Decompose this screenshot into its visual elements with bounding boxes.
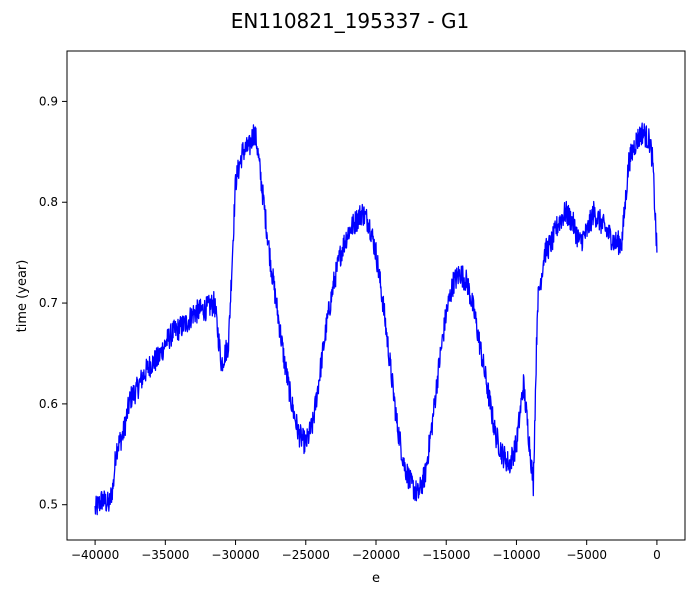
y-axis: 0.5 0.6 0.7 0.8 0.9 [39, 94, 67, 512]
plot-area [94, 122, 658, 516]
plot-frame [66, 50, 686, 541]
y-tick-label: 0.7 [39, 296, 58, 310]
x-tick-label: 0 [653, 548, 661, 562]
y-tick-label: 0.5 [39, 498, 58, 512]
x-axis-label: e [372, 571, 380, 586]
chart-title: EN110821_195337 - G1 [231, 9, 469, 33]
x-tick-label: −5000 [566, 548, 607, 562]
y-tick-label: 0.8 [39, 195, 58, 209]
x-axis: −40000 −35000 −30000 −25000 −20000 −15000 −100… [71, 540, 661, 562]
y-axis-label: time (year) [15, 260, 30, 333]
x-tick-label: −25000 [282, 548, 330, 562]
x-tick-label: −40000 [71, 548, 119, 562]
x-tick-label: −30000 [211, 548, 259, 562]
x-tick-label: −15000 [422, 548, 470, 562]
x-tick-label: −20000 [352, 548, 400, 562]
x-tick-label: −35000 [141, 548, 189, 562]
y-tick-label: 0.9 [39, 94, 58, 108]
x-tick-label: −10000 [492, 548, 540, 562]
series-line [94, 122, 658, 516]
y-tick-label: 0.6 [39, 397, 58, 411]
